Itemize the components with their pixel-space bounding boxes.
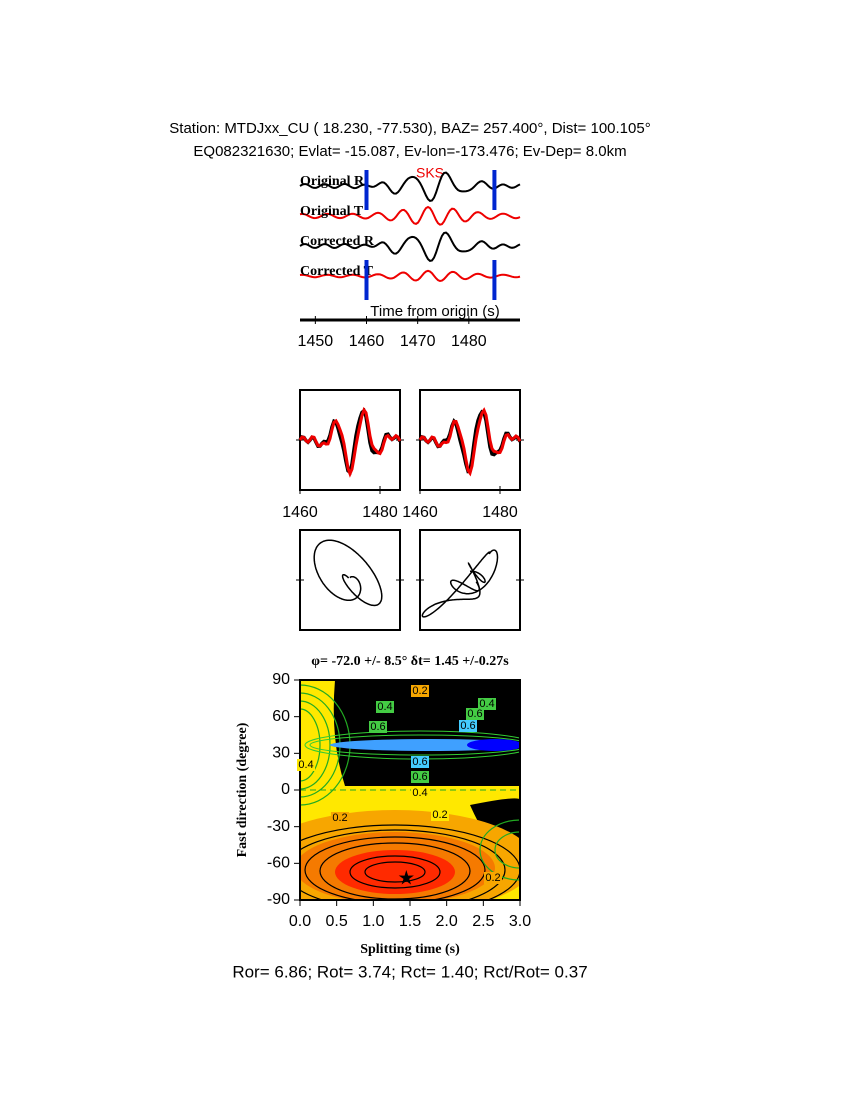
grid-title: φ= -72.0 +/- 8.5° δt= 1.45 +/-0.27s (311, 654, 509, 669)
x-tick-label: 2.5 (472, 913, 494, 930)
contour-label-bg (369, 721, 387, 733)
contour-label: 0.2 (332, 812, 347, 824)
x-tick-label: 0.5 (326, 913, 348, 930)
grid-ylabel: Fast direction (degree) (235, 722, 250, 857)
contour-label: 0.6 (460, 720, 475, 732)
trace-label: Original T (300, 204, 364, 219)
x-tick-label: 2.0 (436, 913, 458, 930)
x-tick-label: 3.0 (509, 913, 531, 930)
waveform (418, 407, 522, 477)
x-axis-label: Time from origin (s) (370, 303, 499, 320)
x-tick-label: 1.5 (399, 913, 421, 930)
contour-label-bg (411, 771, 429, 783)
phase-label: SKS (416, 165, 444, 181)
contour-label-bg (478, 698, 496, 710)
contour-label: 0.2 (485, 872, 500, 884)
contour-label-bg (484, 872, 502, 884)
contour-label: 0.4 (412, 787, 427, 799)
contour-label: 0.4 (298, 759, 313, 771)
y-tick-label: 60 (272, 708, 290, 725)
contour-label: 0.6 (412, 771, 427, 783)
trace-label: Corrected R (300, 234, 375, 249)
x-tick-label: 1450 (298, 333, 334, 350)
y-tick-label: -30 (267, 818, 290, 835)
waveform (299, 171, 521, 202)
contour-label: 0.6 (412, 756, 427, 768)
contour-label: 0.4 (377, 701, 392, 713)
event-header: EQ082321630; Evlat= -15.087, Ev-lon=-173… (193, 143, 626, 160)
contour-label-bg (459, 720, 477, 732)
y-tick-label: 30 (272, 745, 290, 762)
panel-frame (299, 529, 401, 631)
x-tick-label: 1480 (451, 333, 487, 350)
contour-label-bg (297, 759, 315, 771)
x-tick-label: 1460 (402, 504, 438, 521)
contour-label: 0.2 (432, 809, 447, 821)
waveform (299, 231, 521, 262)
contour-label: 0.2 (412, 685, 427, 697)
grid-xlabel: Splitting time (s) (360, 942, 460, 957)
x-tick-label: 1460 (349, 333, 385, 350)
contour-label-bg (411, 787, 429, 799)
particle-motion (421, 549, 499, 618)
contour-label-bg (466, 708, 484, 720)
contour-label-bg (411, 685, 429, 697)
x-tick-label: 1.0 (362, 913, 384, 930)
x-tick-label: 1460 (282, 504, 318, 521)
contour-label: 0.6 (370, 721, 385, 733)
particle-motion (313, 539, 383, 607)
contour-label: 0.6 (467, 708, 482, 720)
y-tick-label: 90 (272, 671, 290, 688)
y-tick-label: -90 (267, 891, 290, 908)
waveform (298, 406, 402, 478)
x-tick-label: 0.0 (289, 913, 311, 930)
y-tick-label: 0 (281, 781, 290, 798)
trace-label: Corrected T (300, 264, 374, 279)
contour-label-bg (411, 756, 429, 768)
waveform (299, 205, 521, 226)
contour-label-bg (376, 701, 394, 713)
best-fit-star (398, 870, 414, 885)
panel-frame (419, 529, 521, 631)
y-tick-label: -60 (267, 855, 290, 872)
contour-label-bg (431, 809, 449, 821)
waveform (299, 269, 521, 283)
x-tick-label: 1480 (362, 504, 398, 521)
contour-label-bg (331, 812, 349, 824)
contour-label: 0.4 (479, 698, 494, 710)
trace-label: Original R (300, 174, 365, 189)
footer-stats: Ror= 6.86; Rot= 3.74; Rct= 1.40; Rct/Rot… (232, 962, 587, 981)
x-tick-label: 1470 (400, 333, 436, 350)
station-header: Station: MTDJxx_CU ( 18.230, -77.530), B… (169, 120, 650, 137)
x-tick-label: 1480 (482, 504, 518, 521)
